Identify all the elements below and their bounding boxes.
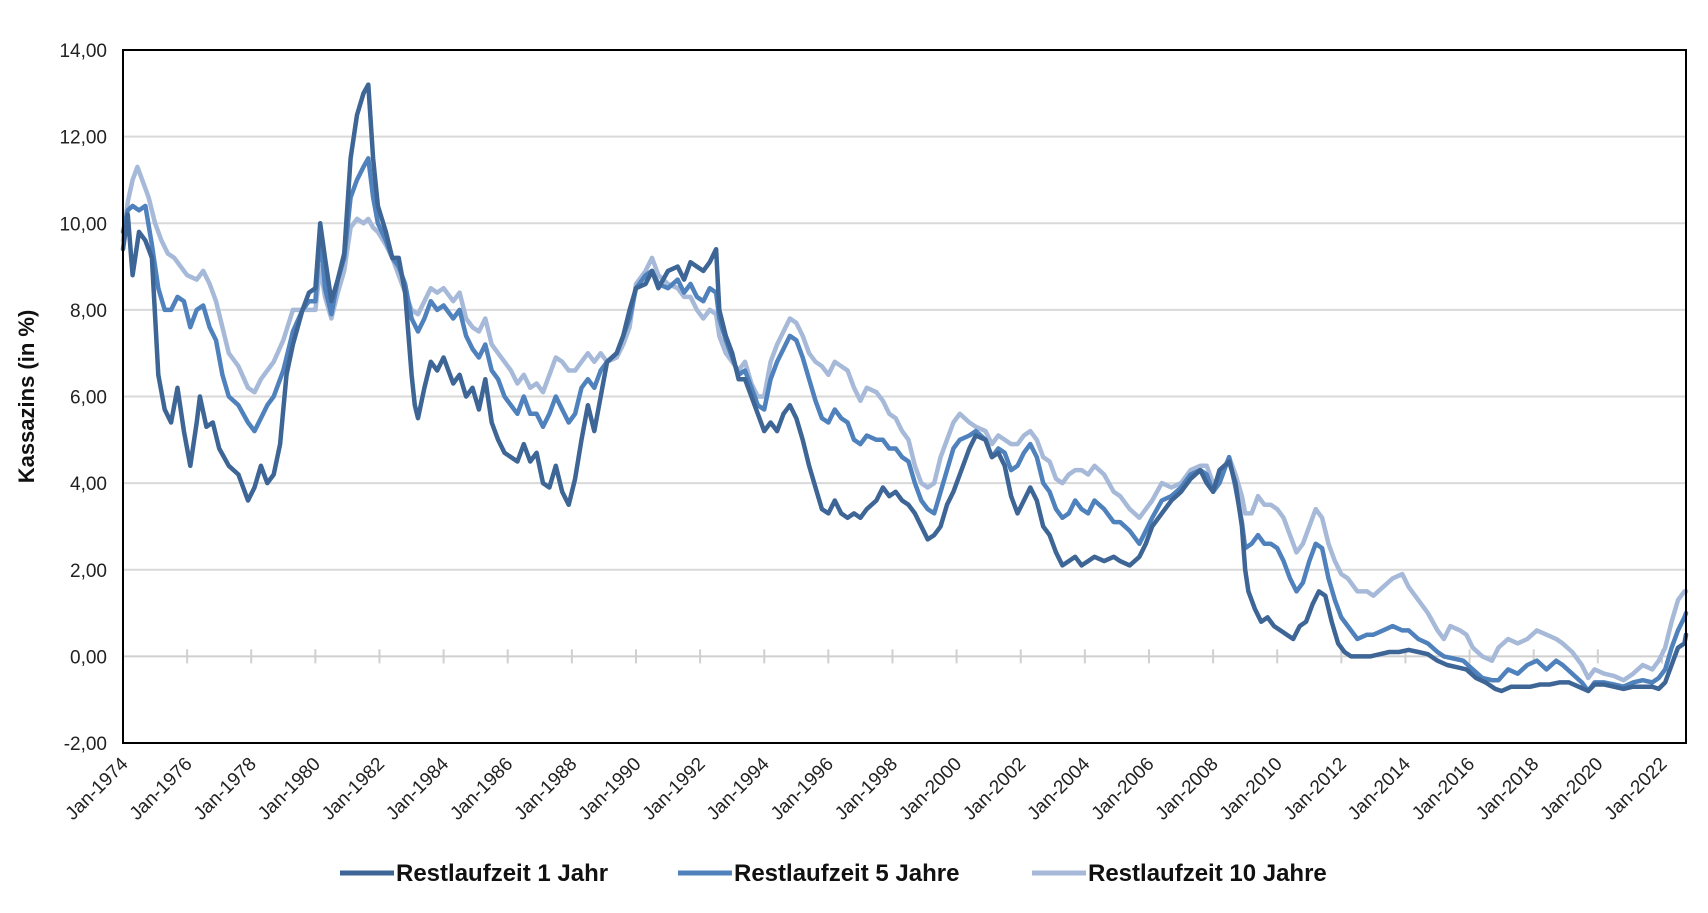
legend-label: Restlaufzeit 10 Jahre [1088,860,1327,887]
y-tick-label: 14,00 [59,41,107,62]
y-axis-tick-labels: -2,00 0,00 2,00 4,00 6,00 8,00 10,00 12,00 14,00 [59,41,107,755]
series-line [120,164,1689,683]
series-lines [120,82,1689,694]
y-tick-label: -2,00 [64,734,107,755]
gridlines [123,135,1686,658]
legend: Restlaufzeit 1 Jahr Restlaufzeit 5 Jahre R… [340,860,1327,887]
y-tick-label: 0,00 [70,647,107,668]
y-tick-label: 6,00 [70,388,107,409]
y-tick-label: 4,00 [70,474,107,495]
series-line [120,156,1689,694]
y-tick-label: 2,00 [70,561,107,582]
series-line [120,82,1689,694]
y-tick-label: 12,00 [59,128,107,149]
y-tick-label: 10,00 [59,214,107,235]
plot-area-frame [122,49,1687,744]
legend-label: Restlaufzeit 1 Jahr [396,860,608,887]
legend-label: Restlaufzeit 5 Jahre [734,860,959,887]
zero-line-ticks [122,649,1663,664]
y-axis-label: Kassazins (in %) [14,310,39,484]
y-tick-label: 8,00 [70,301,107,322]
